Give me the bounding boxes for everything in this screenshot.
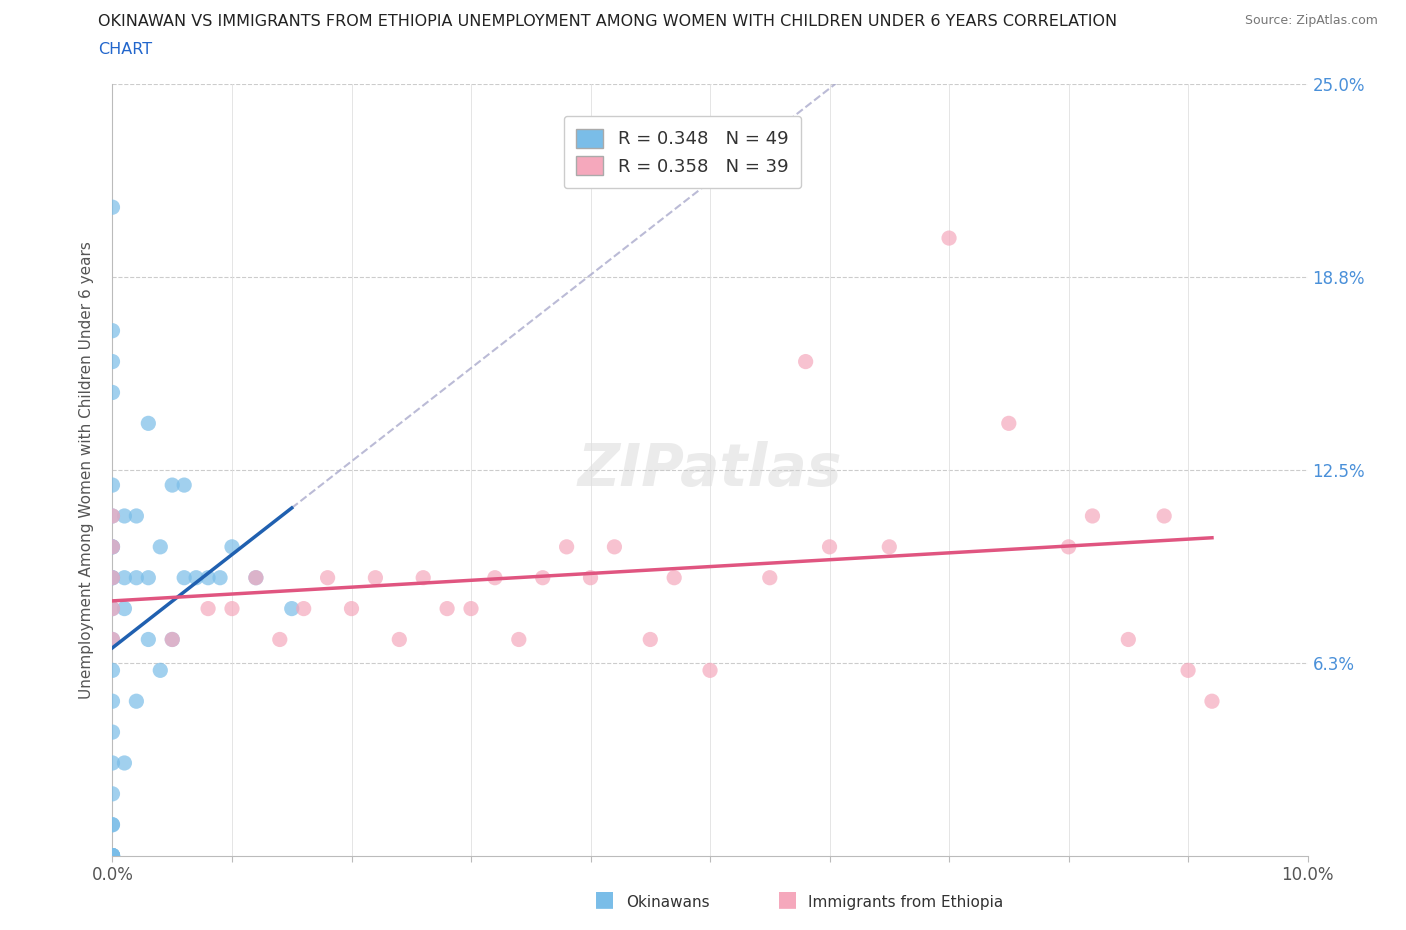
Point bbox=[101, 570, 124, 585]
Point bbox=[794, 354, 817, 369]
Point bbox=[138, 632, 160, 647]
Point bbox=[101, 848, 124, 863]
Point bbox=[125, 509, 148, 524]
Point bbox=[101, 509, 124, 524]
Text: ZIPatlas: ZIPatlas bbox=[578, 441, 842, 498]
Point bbox=[101, 848, 124, 863]
Point bbox=[245, 570, 267, 585]
Point bbox=[114, 570, 135, 585]
Point bbox=[209, 570, 232, 585]
Point bbox=[436, 601, 458, 616]
Point bbox=[879, 539, 901, 554]
Point bbox=[173, 570, 195, 585]
Text: Okinawans: Okinawans bbox=[626, 895, 709, 910]
Point bbox=[197, 570, 219, 585]
Point bbox=[101, 601, 124, 616]
Point bbox=[101, 632, 124, 647]
Point bbox=[162, 478, 183, 493]
Point bbox=[101, 848, 124, 863]
Point bbox=[938, 231, 960, 246]
Point bbox=[818, 539, 841, 554]
Point bbox=[101, 385, 124, 400]
Point bbox=[101, 724, 124, 739]
Point bbox=[292, 601, 315, 616]
Point bbox=[101, 478, 124, 493]
Point bbox=[101, 848, 124, 863]
Point bbox=[664, 570, 686, 585]
Point bbox=[281, 601, 304, 616]
Point bbox=[316, 570, 339, 585]
Text: OKINAWAN VS IMMIGRANTS FROM ETHIOPIA UNEMPLOYMENT AMONG WOMEN WITH CHILDREN UNDE: OKINAWAN VS IMMIGRANTS FROM ETHIOPIA UNE… bbox=[98, 14, 1118, 29]
Point bbox=[125, 694, 148, 709]
Point bbox=[245, 570, 267, 585]
Point bbox=[1177, 663, 1199, 678]
Point bbox=[640, 632, 662, 647]
Point bbox=[484, 570, 506, 585]
Point bbox=[101, 539, 124, 554]
Point bbox=[1118, 632, 1140, 647]
Point bbox=[1081, 509, 1104, 524]
Point bbox=[101, 539, 124, 554]
Point bbox=[412, 570, 434, 585]
Point bbox=[340, 601, 363, 616]
Point bbox=[197, 601, 219, 616]
Legend: R = 0.348   N = 49, R = 0.358   N = 39: R = 0.348 N = 49, R = 0.358 N = 39 bbox=[564, 116, 801, 188]
Point bbox=[460, 601, 482, 616]
Point bbox=[101, 570, 124, 585]
Point bbox=[579, 570, 602, 585]
Point bbox=[364, 570, 387, 585]
Text: Source: ZipAtlas.com: Source: ZipAtlas.com bbox=[1244, 14, 1378, 27]
Point bbox=[221, 539, 243, 554]
Point bbox=[114, 509, 135, 524]
Point bbox=[699, 663, 721, 678]
Point bbox=[101, 570, 124, 585]
Text: ■: ■ bbox=[778, 889, 797, 910]
Point bbox=[173, 478, 195, 493]
Point bbox=[101, 787, 124, 802]
Point bbox=[101, 200, 124, 215]
Point bbox=[508, 632, 530, 647]
Point bbox=[101, 817, 124, 832]
Point bbox=[114, 601, 135, 616]
Point bbox=[125, 570, 148, 585]
Point bbox=[555, 539, 578, 554]
Point bbox=[998, 416, 1021, 431]
Point bbox=[101, 848, 124, 863]
Point bbox=[221, 601, 243, 616]
Point bbox=[138, 570, 160, 585]
Point bbox=[1057, 539, 1080, 554]
Y-axis label: Unemployment Among Women with Children Under 6 years: Unemployment Among Women with Children U… bbox=[79, 241, 94, 698]
Point bbox=[138, 416, 160, 431]
Text: ■: ■ bbox=[595, 889, 614, 910]
Point bbox=[149, 539, 172, 554]
Point bbox=[101, 509, 124, 524]
Point bbox=[101, 694, 124, 709]
Point bbox=[101, 848, 124, 863]
Point bbox=[162, 632, 183, 647]
Point bbox=[101, 755, 124, 770]
Point bbox=[101, 539, 124, 554]
Point bbox=[162, 632, 183, 647]
Point bbox=[388, 632, 411, 647]
Point bbox=[101, 663, 124, 678]
Point bbox=[1153, 509, 1175, 524]
Text: Immigrants from Ethiopia: Immigrants from Ethiopia bbox=[808, 895, 1004, 910]
Point bbox=[101, 601, 124, 616]
Point bbox=[101, 324, 124, 339]
Point bbox=[603, 539, 626, 554]
Point bbox=[759, 570, 782, 585]
Point bbox=[269, 632, 291, 647]
Point bbox=[101, 354, 124, 369]
Point bbox=[531, 570, 554, 585]
Point bbox=[101, 848, 124, 863]
Point bbox=[101, 632, 124, 647]
Point bbox=[186, 570, 208, 585]
Point bbox=[101, 817, 124, 832]
Text: CHART: CHART bbox=[98, 42, 152, 57]
Point bbox=[149, 663, 172, 678]
Point bbox=[1201, 694, 1223, 709]
Point bbox=[101, 848, 124, 863]
Point bbox=[114, 755, 135, 770]
